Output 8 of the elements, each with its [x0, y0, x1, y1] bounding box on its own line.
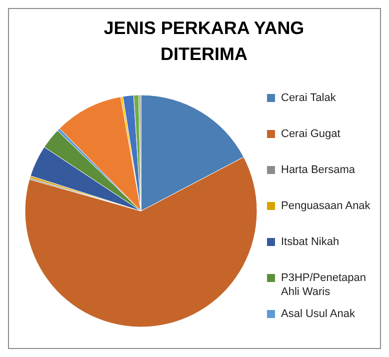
legend-label: Penguasaan Anak	[281, 199, 370, 213]
legend-label: Itsbat Nikah	[281, 235, 340, 249]
chart-title: JENIS PERKARA YANG DITERIMA	[102, 17, 306, 66]
legend-label: Harta Bersama	[281, 163, 355, 177]
legend-label: Asal Usul Anak	[281, 307, 355, 321]
legend-label: Cerai Talak	[281, 91, 336, 105]
legend-label: P3HP/Penetapan Ahli Waris	[281, 271, 368, 299]
legend-label: Cerai Gugat	[281, 127, 340, 141]
